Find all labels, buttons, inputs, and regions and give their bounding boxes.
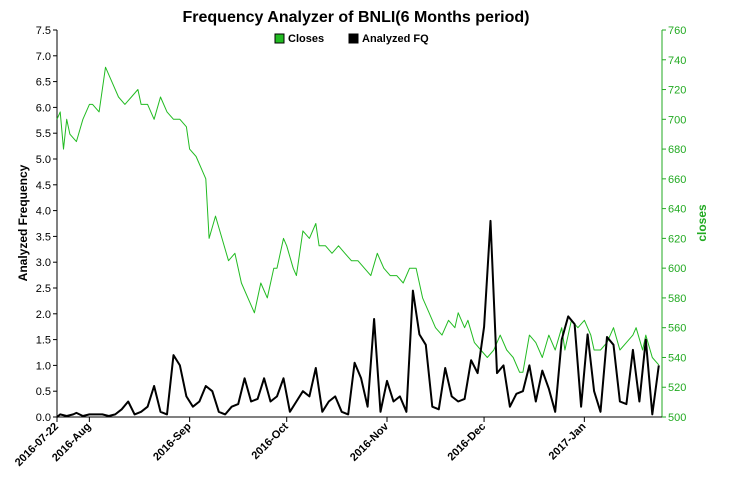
legend: Closes Analyzed FQ [274,33,429,45]
left-tick-label: 2.0 [36,309,51,321]
right-tick-label: 600 [668,263,686,275]
right-tick-label: 560 [668,323,686,335]
right-tick-label: 760 [668,25,686,37]
left-tick-label: 3.5 [36,231,51,243]
x-tick-label: 2016-Sep [151,420,194,463]
left-tick-label: 7.0 [36,51,51,63]
left-tick-label: 6.5 [36,77,51,89]
right-tick-label: 620 [668,233,686,245]
right-tick-label: 740 [668,55,686,67]
left-axis-ticks: 0.0 0.5 1.0 1.5 2.0 2.5 3.0 3.5 4.0 4.5 5.0 5.5 6.0 6… [36,25,57,424]
left-tick-label: 7.5 [36,25,51,37]
left-tick-label: 0.0 [36,412,51,424]
series-layer [56,66,660,418]
left-tick-label: 0.5 [36,386,51,398]
x-tick-label: 2017-Jan [547,420,589,462]
right-tick-label: 540 [668,352,686,364]
left-tick-label: 4.0 [36,206,51,218]
y2-axis-label: closes [695,204,709,242]
right-tick-label: 660 [668,174,686,186]
x-tick-label: 2016-07-22 [13,421,61,469]
right-axis-ticks: 500 520 540 560 580 600 620 640 660 680 700 720 740 7… [662,25,686,424]
x-tick-label: 2016-Nov [348,420,392,464]
left-tick-label: 6.0 [36,102,51,114]
right-tick-label: 500 [668,412,686,424]
left-tick-label: 5.0 [36,154,51,166]
right-tick-label: 520 [668,382,686,394]
left-tick-label: 5.5 [36,128,51,140]
left-tick-label: 2.5 [36,283,51,295]
x-tick-label: 2016-Dec [446,421,489,464]
right-tick-label: 700 [668,114,686,126]
right-tick-label: 680 [668,144,686,156]
right-tick-label: 640 [668,204,686,216]
right-tick-label: 720 [668,85,686,97]
left-tick-label: 3.0 [36,257,51,269]
y-axis-label: Analyzed Frequency [16,164,30,281]
chart-title: Frequency Analyzer of BNLI(6 Months peri… [183,9,530,26]
legend-swatch-closes[interactable] [274,33,285,44]
legend-label-analyzed-fq: Analyzed FQ [362,33,429,45]
x-tick-label: 2016-Oct [249,420,291,462]
left-tick-label: 1.5 [36,335,51,347]
legend-label-closes: Closes [288,33,324,45]
legend-swatch-analyzed-fq[interactable] [348,33,359,44]
series-line-analyzed-fq [56,219,660,418]
plot-area [56,30,663,418]
right-tick-label: 580 [668,293,686,305]
left-tick-label: 4.5 [36,180,51,192]
left-tick-label: 1.0 [36,360,51,372]
series-line-closes [56,66,660,373]
